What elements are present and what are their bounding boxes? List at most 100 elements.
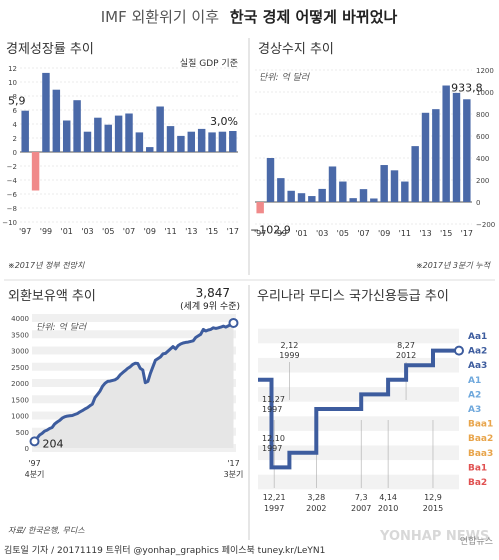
credit-grade-label: Baa3 [468, 449, 493, 459]
credit-event-year: 2007 [351, 504, 371, 513]
p2-bar [308, 196, 316, 202]
credit-event-date: 12,21 [263, 493, 286, 502]
credit-event-date: 3,28 [307, 493, 325, 502]
fx-reserves-last-value-note: (세계 9위 수준) [180, 300, 240, 312]
credit-event-year: 2010 [378, 504, 398, 513]
p1-bar [187, 131, 196, 152]
p1-x-tick-label: '13 [185, 227, 197, 236]
p2-x-tick-label: '01 [295, 229, 307, 238]
p1-bar [156, 106, 164, 152]
p2-x-tick-label: '99 [275, 229, 287, 238]
p2-bar [339, 181, 347, 202]
p1-x-tick-label: '17 [227, 227, 239, 236]
fx-reserves-grid-band [32, 330, 236, 339]
p1-x-tick-label: '01 [61, 227, 73, 236]
title-main: 한국 경제 어떻게 바뀌었나 [230, 8, 398, 26]
p2-y-tick-label: 600 [476, 133, 489, 141]
p1-bar [177, 135, 185, 152]
p1-x-tick-label: '11 [164, 227, 176, 236]
p2-bar [390, 170, 399, 202]
p1-y-tick-label: 12 [8, 65, 17, 73]
p2-bar [411, 146, 419, 202]
gdp-first-value-label: 5,9 [8, 95, 26, 108]
p1-x-tick-label: '97 [19, 227, 31, 236]
p2-bar [380, 165, 388, 202]
credit-annotation-year: 1997 [262, 444, 282, 453]
p2-y-tick-label: 1200 [476, 67, 494, 75]
credit-event-date: 7,3 [355, 493, 368, 502]
source-note: 자료/ 한국은행, 무디스 [8, 526, 85, 535]
credit-grade-label: A3 [468, 405, 481, 415]
gdp-last-value-label: 3,0% [210, 115, 238, 128]
p2-x-tick-label: '15 [440, 229, 452, 238]
p2-x-tick-label: '03 [316, 229, 328, 238]
credit-rating-grid-band [258, 416, 459, 431]
current-account-panel: 경상수지 추이 단위: 억 달러 1200 1000 800 600 400 200 0 −2… [250, 42, 495, 270]
p2-bar [256, 202, 264, 214]
credit-rating-step-line [258, 348, 459, 470]
credit-rating-panel: 우리나라 무디스 국가신용등급 추이 Aa1 Aa2 Aa3 A1 A2 A3 Baa1 Ba… [257, 289, 493, 513]
p1-y-tick-label: 6 [13, 107, 18, 115]
p1-y-tick-label: 10 [8, 79, 17, 87]
fx-reserves-grid-band [32, 314, 236, 322]
p1-bar [62, 120, 71, 152]
p2-bar [442, 85, 450, 202]
credit-rating-grid-band [258, 474, 459, 490]
credit-annotation-year: 1999 [279, 351, 299, 360]
fx-reserves-x-tick-sublabel: 4분기 [25, 470, 45, 479]
p2-bar [277, 178, 285, 202]
credit-event-date: 12,9 [424, 493, 442, 502]
watermark: YONHAP NEWS [379, 529, 489, 544]
p1-bar [197, 128, 206, 152]
credit-event-year: 2002 [306, 504, 326, 513]
fx-reserves-y-tick-label: 2500 [11, 364, 29, 372]
p1-y-tick-label: −8 [7, 205, 17, 213]
p1-x-tick-label: '99 [40, 227, 52, 236]
credit-annotation-year: 1997 [262, 405, 282, 414]
p1-x-tick-label: '03 [81, 227, 93, 236]
fx-reserves-last-value-label: 3,847 [196, 286, 230, 300]
credit-grade-label: A1 [468, 376, 481, 386]
p1-x-tick-label: '09 [144, 227, 156, 236]
p2-bar [432, 109, 440, 202]
p2-x-tick-label: '05 [337, 229, 349, 238]
p1-y-tick-label: −6 [7, 191, 18, 199]
fx-reserves-start-marker [29, 436, 40, 447]
p1-bar [73, 100, 81, 152]
p2-y-tick-label: 200 [476, 177, 489, 185]
p2-x-tick-label: '97 [254, 229, 266, 238]
fx-reserves-y-tick-label: 4000 [11, 315, 29, 323]
p2-bar [359, 189, 368, 202]
p1-y-tick-label: −2 [7, 163, 17, 171]
fx-reserves-x-tick-label: '17 [227, 459, 239, 468]
fx-reserves-y-tick-label: 0 [25, 445, 29, 453]
credit-grade-label: A2 [468, 390, 481, 400]
fx-reserves-y-tick-label: 500 [16, 429, 29, 437]
credit-rating-grid-band [258, 445, 459, 461]
credit-rating-end-marker [454, 345, 464, 356]
credit-annotation-date: 12,10 [262, 434, 285, 443]
p1-bar [125, 113, 133, 152]
p2-bar [287, 190, 295, 202]
fx-reserves-grid-band [32, 346, 236, 355]
fx-reserves-end-marker [228, 317, 239, 328]
p2-x-tick-label: '07 [357, 229, 369, 238]
p1-bar [104, 124, 112, 152]
p1-bar [21, 110, 29, 152]
p1-x-tick-label: '07 [123, 227, 135, 236]
p1-bar [52, 89, 61, 152]
p2-bar [452, 92, 461, 202]
p2-bar [297, 193, 306, 202]
fx-reserves-x-tick-sublabel: 3분기 [224, 470, 244, 479]
p2-y-tick-label: −200 [476, 221, 495, 229]
p2-y-tick-label: 1000 [476, 89, 494, 97]
p1-bar [135, 132, 144, 152]
p2-x-tick-label: '11 [399, 229, 411, 238]
p1-bar [94, 117, 102, 152]
current-account-unit-note: 단위: 억 달러 [259, 72, 310, 83]
current-account-footnote: ※2017년 3분기 누적 [416, 261, 492, 270]
fx-reserves-panel: 외환보유액 추이 단위: 억 달러 4000 3500 3000 2500 2000 15… [8, 286, 243, 535]
fx-reserves-y-tick-label: 3500 [11, 331, 29, 339]
p1-x-tick-label: '05 [102, 227, 114, 236]
